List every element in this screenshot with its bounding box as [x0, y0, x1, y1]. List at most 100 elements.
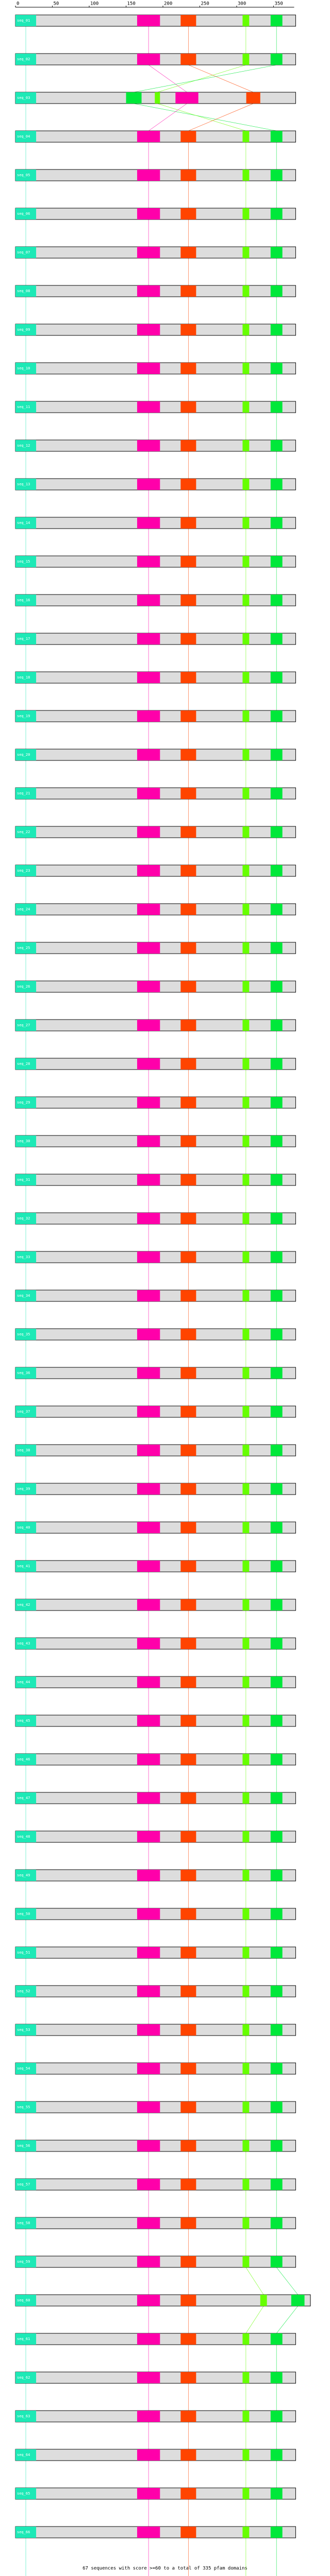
- domain: [137, 1676, 160, 1688]
- domain: [137, 1174, 160, 1185]
- domain: [137, 247, 160, 258]
- domain: [137, 1251, 160, 1263]
- domain: [180, 2449, 196, 2461]
- domain: [180, 479, 196, 490]
- domain: [270, 1136, 283, 1147]
- tick-label: 50: [54, 2, 59, 7]
- domain: [270, 1213, 283, 1224]
- sequence-label: seq_02: [17, 57, 30, 61]
- domain: [137, 2295, 160, 2306]
- sequence-label: seq_26: [17, 985, 30, 989]
- domain: [270, 1908, 283, 1920]
- domain: [270, 981, 283, 992]
- domain: [15, 2217, 37, 2229]
- domain: [137, 1986, 160, 1997]
- domain: [15, 1290, 37, 1301]
- domain: [270, 1561, 283, 1572]
- domain: [137, 1908, 160, 1920]
- domain: [15, 749, 37, 760]
- domain: [242, 440, 250, 451]
- domain: [180, 1676, 196, 1688]
- domain: [155, 92, 160, 104]
- domain: [270, 1638, 283, 1649]
- sequence-label: seq_62: [17, 2376, 30, 2380]
- domain: [180, 2024, 196, 2036]
- domain: [242, 2063, 250, 2074]
- domain: [180, 1870, 196, 1881]
- domain: [180, 1599, 196, 1611]
- domain: [137, 1445, 160, 1456]
- domain: [15, 1174, 37, 1185]
- domain: [137, 2256, 160, 2267]
- domain: [137, 1561, 160, 1572]
- domain: [270, 15, 283, 26]
- sequence-label: seq_32: [17, 1216, 30, 1221]
- domain: [242, 981, 250, 992]
- domain: [180, 440, 196, 451]
- domain: [137, 595, 160, 606]
- domain: [242, 1638, 250, 1649]
- domain: [137, 1947, 160, 1958]
- domain: [15, 208, 37, 219]
- connector: [245, 2306, 264, 2334]
- sequence-label: seq_66: [17, 2530, 30, 2534]
- domain: [270, 788, 283, 799]
- domain: [180, 1020, 196, 1031]
- domain: [137, 131, 160, 142]
- domain: [137, 1831, 160, 1842]
- sequence-label: seq_06: [17, 212, 30, 216]
- sequence-label: seq_55: [17, 2105, 30, 2109]
- domain: [180, 363, 196, 374]
- domain: [270, 517, 283, 529]
- domain: [15, 1097, 37, 1108]
- domain: [15, 1561, 37, 1572]
- domain: [137, 208, 160, 219]
- sequence-label: seq_10: [17, 366, 30, 370]
- sequence-label: seq_11: [17, 405, 30, 409]
- domain: [15, 1947, 37, 1958]
- domain: [15, 1483, 37, 1495]
- sequence-label: seq_64: [17, 2453, 30, 2457]
- domain: [137, 1136, 160, 1147]
- domain: [180, 1329, 196, 1340]
- sequence-label: seq_39: [17, 1487, 30, 1491]
- domain: [180, 788, 196, 799]
- connector: [157, 103, 246, 131]
- domain: [180, 710, 196, 722]
- domain: [15, 1676, 37, 1688]
- domain: [270, 1676, 283, 1688]
- tick-label: 300: [238, 2, 246, 7]
- domain: [242, 401, 250, 413]
- domain: [270, 324, 283, 335]
- domain: [242, 2179, 250, 2190]
- domain: [15, 1792, 37, 1804]
- domain: [15, 788, 37, 799]
- sequence-label: seq_18: [17, 675, 30, 680]
- domain: [270, 131, 283, 142]
- domain: [242, 749, 250, 760]
- domain: [137, 1522, 160, 1533]
- domain: [242, 247, 250, 258]
- domain: [242, 826, 250, 838]
- domain: [242, 479, 250, 490]
- domain: [137, 1367, 160, 1379]
- domain: [242, 1213, 250, 1224]
- domain: [242, 1947, 250, 1958]
- domain: [242, 2024, 250, 2036]
- domain: [180, 1908, 196, 1920]
- sequence-label: seq_07: [17, 250, 30, 255]
- domain: [270, 2333, 283, 2345]
- domain: [270, 826, 283, 838]
- domain: [242, 1406, 250, 1417]
- sequence-label: seq_33: [17, 1255, 30, 1259]
- domain: [137, 2333, 160, 2345]
- sequence-label: seq_34: [17, 1294, 30, 1298]
- domain: [270, 2179, 283, 2190]
- sequence-label: seq_25: [17, 946, 30, 950]
- domain: [180, 517, 196, 529]
- domain: [180, 131, 196, 142]
- domain: [242, 2333, 250, 2345]
- domain: [270, 2102, 283, 2113]
- domain: [137, 2063, 160, 2074]
- domain: [270, 1367, 283, 1379]
